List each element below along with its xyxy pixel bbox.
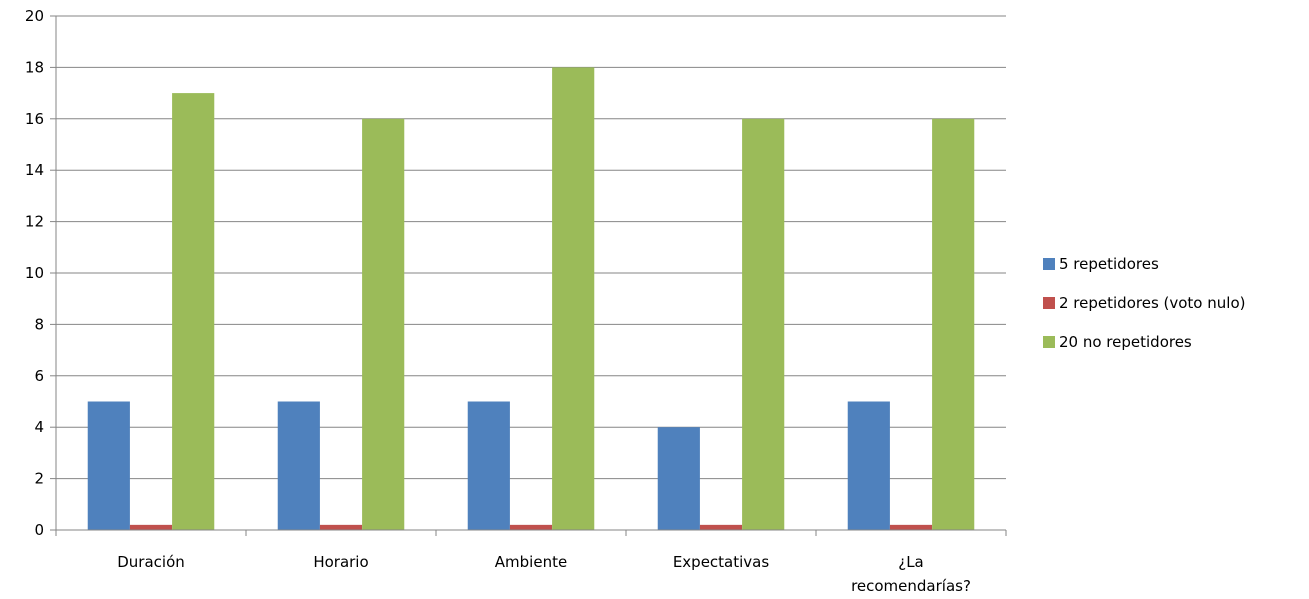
y-tick-label: 16 [25,110,44,128]
bar-3-3 [552,67,595,531]
y-tick-label: 0 [34,521,44,539]
bars [87,67,975,531]
y-tick-label: 10 [25,264,44,282]
bar-2-3 [509,524,553,530]
legend-label: 20 no repetidores [1059,333,1192,351]
bar-1-2 [277,401,320,530]
y-tick-label: 12 [25,213,44,231]
bar-1-5 [847,401,890,530]
y-tick-label: 2 [34,470,44,488]
bar-1-4 [657,427,700,530]
bar-2-2 [319,524,363,530]
axes [50,15,1007,536]
bar-3-4 [742,118,785,531]
x-category-label: Horario [313,553,368,571]
y-tick-label: 8 [34,315,44,333]
x-category-label: Duración [117,553,185,571]
bar-2-5 [889,524,933,530]
x-category-label: Ambiente [495,553,567,571]
gridlines [56,15,1006,480]
bar-2-4 [699,524,743,530]
y-tick-labels: 0 2 4 6 8 10 12 14 16 18 20 [25,7,44,539]
x-category-labels: Duración Horario Ambiente Expectativas ¿La re… [117,553,971,595]
bar-1-1 [87,401,130,530]
bar-2-1 [129,524,173,530]
legend-swatch [1043,336,1055,348]
x-category-label: recomendarías? [851,577,971,595]
legend-swatch [1043,258,1055,270]
x-category-label: ¿La [898,553,924,571]
x-category-label: Expectativas [673,553,770,571]
legend: 5 repetidores 2 repetidores (voto nulo) 20… [1043,255,1245,351]
bar-3-2 [362,118,405,531]
y-tick-label: 14 [25,161,44,179]
bar-3-1 [172,93,215,530]
bar-3-5 [932,118,975,531]
bar-1-3 [467,401,510,530]
y-tick-label: 6 [34,367,44,385]
legend-label: 2 repetidores (voto nulo) [1059,294,1245,312]
legend-label: 5 repetidores [1059,255,1159,273]
y-tick-label: 20 [25,7,44,25]
y-tick-label: 18 [25,58,44,76]
y-tick-label: 4 [34,418,44,436]
legend-swatch [1043,297,1055,309]
